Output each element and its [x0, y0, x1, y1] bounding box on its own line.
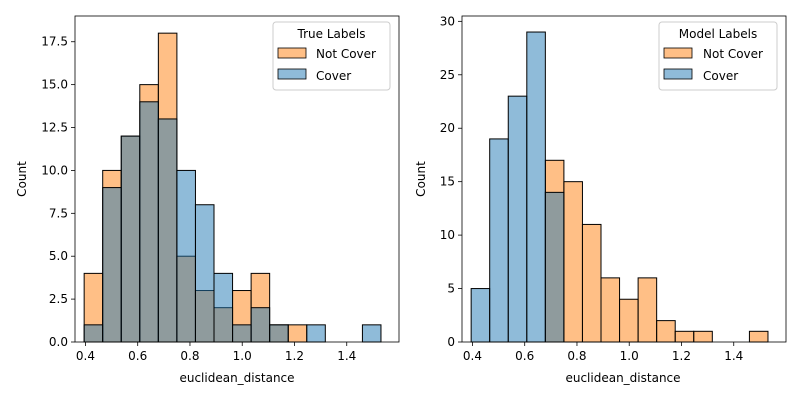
legend-label-not-cover: Not Cover — [703, 47, 763, 61]
x-tick-label: 1.0 — [620, 349, 639, 363]
x-tick-label: 1.2 — [285, 349, 304, 363]
bar-cover-4 — [157, 118, 178, 343]
bar-cover-2 — [120, 135, 141, 343]
y-tick-label: 2.5 — [49, 292, 68, 306]
bar-cover-0 — [470, 288, 491, 343]
legend-swatch-not-cover — [277, 47, 307, 59]
y-tick-label: 10 — [440, 228, 455, 242]
bar-not-cover-15 — [748, 330, 769, 343]
bar-not-cover-9 — [637, 277, 658, 343]
legend-swatch-not-cover — [663, 47, 693, 59]
bar-not-cover-5 — [563, 181, 583, 343]
y-axis-label: Count — [414, 161, 428, 197]
bar-not-cover-7 — [600, 277, 621, 343]
legend-swatch-cover — [277, 68, 307, 80]
x-tick-label: 1.2 — [672, 349, 691, 363]
y-tick-label: 5 — [447, 282, 455, 296]
legend-label-cover: Cover — [703, 69, 738, 83]
legend: Model Labels Not Cover Cover — [658, 21, 778, 91]
x-axis-label: euclidean_distance — [179, 371, 294, 385]
y-tick-label: 25 — [440, 68, 455, 82]
legend-title: True Labels — [297, 27, 366, 41]
histogram-bars — [470, 31, 769, 343]
plot-frame — [74, 15, 400, 343]
plot-frame — [461, 15, 787, 343]
y-axis-label: Count — [15, 161, 29, 197]
bar-cover-3 — [526, 31, 546, 343]
bar-cover-7 — [213, 272, 234, 343]
bar-cover-8 — [232, 324, 252, 343]
y-tick-label: 30 — [440, 14, 455, 28]
y-tick-label: 15.0 — [41, 78, 68, 92]
x-tick-label: 0.8 — [180, 349, 199, 363]
x-tick-label: 0.6 — [128, 349, 147, 363]
y-tick-label: 0 — [447, 335, 455, 349]
x-axis-label: euclidean_distance — [565, 371, 680, 385]
y-tick-labels: 0.0 2.5 5.0 7.5 10.0 12.5 15.0 17.5 — [41, 35, 75, 349]
bar-not-cover-11 — [674, 330, 695, 343]
bar-cover-1 — [489, 138, 509, 343]
bar-cover-6 — [194, 204, 215, 343]
x-tick-label: 0.4 — [76, 349, 95, 363]
bar-not-cover-8 — [619, 298, 639, 343]
bar-cover-15 — [361, 324, 382, 343]
legend-swatch-cover — [663, 68, 693, 80]
y-tick-label: 20 — [440, 121, 455, 135]
legend-label-not-cover: Not Cover — [316, 47, 376, 61]
y-tick-label: 15 — [440, 175, 455, 189]
x-tick-labels: 0.4 0.6 0.8 1.0 1.2 1.4 — [76, 342, 356, 363]
bar-cover-9 — [250, 307, 271, 343]
y-tick-label: 0.0 — [49, 335, 68, 349]
bar-cover-0 — [83, 324, 104, 343]
x-tick-label: 0.8 — [567, 349, 586, 363]
bar-cover-12 — [306, 324, 326, 343]
x-tick-label: 1.0 — [233, 349, 252, 363]
legend-title: Model Labels — [679, 27, 757, 41]
y-tick-labels: 0 5 10 15 20 25 30 — [440, 14, 462, 349]
y-tick-label: 10.0 — [41, 163, 68, 177]
histogram-bars — [83, 32, 382, 343]
bar-cover-1 — [102, 187, 122, 343]
bar-cover-5 — [176, 169, 196, 343]
y-tick-label: 7.5 — [49, 206, 68, 220]
legend: True Labels Not Cover Cover — [272, 21, 391, 91]
x-tick-label: 1.4 — [724, 349, 743, 363]
bar-cover-2 — [507, 95, 528, 343]
bar-not-cover-10 — [656, 320, 676, 343]
y-tick-label: 5.0 — [49, 249, 68, 263]
bar-cover-4 — [544, 191, 565, 343]
bar-not-cover-6 — [581, 223, 602, 343]
bar-cover-10 — [269, 324, 289, 343]
legend-label-cover: Cover — [316, 69, 351, 83]
x-tick-label: 0.4 — [463, 349, 482, 363]
model-labels-histogram: 0 5 10 15 20 25 30 0.4 0.6 0.8 1.0 1.2 1.4 euclidea… — [414, 14, 787, 385]
bar-not-cover-11 — [287, 324, 308, 343]
x-tick-labels: 0.4 0.6 0.8 1.0 1.2 1.4 — [463, 342, 743, 363]
true-labels-histogram: 0.0 2.5 5.0 7.5 10.0 12.5 15.0 17.5 0.4 0.6 0.8 1.… — [15, 15, 400, 385]
bar-cover-3 — [139, 101, 159, 343]
x-tick-label: 0.6 — [515, 349, 534, 363]
y-tick-label: 12.5 — [41, 121, 68, 135]
bar-not-cover-12 — [693, 330, 713, 343]
x-tick-label: 1.4 — [337, 349, 356, 363]
y-tick-label: 17.5 — [41, 35, 68, 49]
